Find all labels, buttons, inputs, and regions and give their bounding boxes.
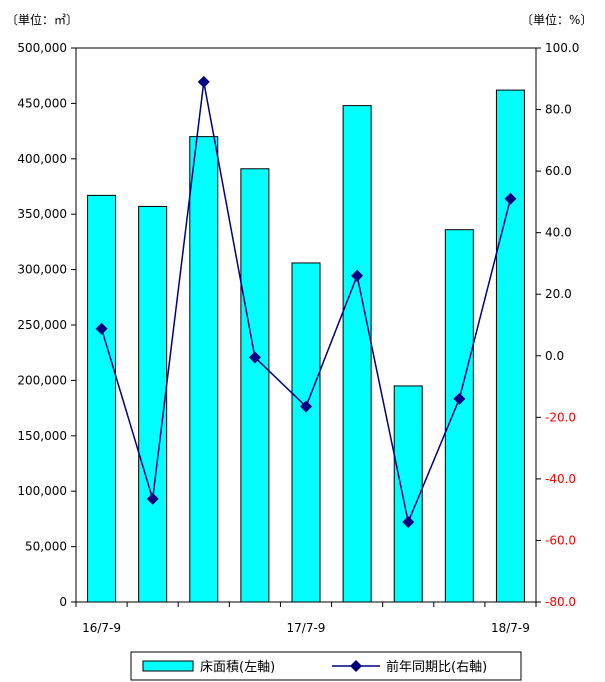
bar	[240, 168, 270, 603]
left-axis-tick-label: 100,000	[17, 484, 67, 498]
left-axis-tick-label: 50,000	[25, 540, 67, 554]
right-axis-tick-label: 20.0	[545, 287, 572, 301]
line-point	[351, 269, 364, 282]
legend-label-floor-area: 床面積(左軸)	[200, 660, 275, 675]
left-axis-tick-label: 200,000	[17, 373, 67, 387]
x-axis-tick-label: 17/7-9	[287, 621, 326, 635]
bar	[342, 105, 372, 603]
bar	[291, 262, 321, 603]
right-axis-tick-label: -20.0	[545, 410, 576, 424]
line-point	[197, 75, 210, 88]
plot-area: 0 50,000 100,000 150,000 200,000 250,000 300,0…	[17, 41, 579, 635]
bar	[393, 385, 423, 603]
left-axis-tick-label: 150,000	[17, 429, 67, 443]
right-axis-tick-label: -80.0	[545, 595, 576, 609]
right-axis-tick-label: 100.0	[545, 41, 579, 55]
right-axis-unit-label: 〔単位：%〕	[521, 12, 592, 27]
line-point	[300, 400, 312, 413]
right-axis-tick-label: 60.0	[545, 164, 572, 178]
right-axis-tick-label: 80.0	[545, 103, 572, 117]
line-point	[453, 392, 466, 405]
line-point	[248, 351, 261, 364]
left-axis-unit-label: 〔単位：㎡〕	[6, 12, 78, 27]
x-axis-tick-label: 18/7-9	[491, 621, 530, 635]
line-point	[504, 192, 517, 205]
left-axis-tick-label: 350,000	[17, 207, 67, 221]
line-point	[95, 322, 108, 335]
legend-swatch-floor-area	[142, 660, 194, 672]
legend-box	[130, 651, 522, 681]
legend: 床面積(左軸) 前年同期比(右軸)	[130, 651, 522, 681]
left-axis-tick-label: 450,000	[17, 96, 67, 110]
bar	[87, 194, 117, 603]
right-axis-tick-label: 40.0	[545, 226, 572, 240]
bar	[138, 205, 168, 603]
bar	[444, 229, 474, 603]
legend-marker-diamond-icon	[350, 660, 362, 672]
line-point	[402, 515, 415, 528]
x-axis-tick-label: 16/7-9	[82, 621, 121, 635]
bar	[495, 89, 525, 603]
bar	[189, 136, 219, 603]
line-point	[146, 492, 159, 505]
left-axis-tick-label: 400,000	[17, 152, 67, 166]
right-axis-tick-label: -60.0	[545, 533, 576, 547]
left-axis-tick-label: 250,000	[17, 318, 67, 332]
legend-label-yoy: 前年同期比(右軸)	[386, 659, 487, 675]
right-axis-tick-label: -40.0	[545, 472, 576, 486]
right-axis-tick-label: 0.0	[545, 349, 564, 363]
left-axis-tick-label: 0	[59, 595, 67, 609]
left-axis-tick-label: 300,000	[17, 263, 67, 277]
left-axis-tick-label: 500,000	[17, 41, 67, 55]
